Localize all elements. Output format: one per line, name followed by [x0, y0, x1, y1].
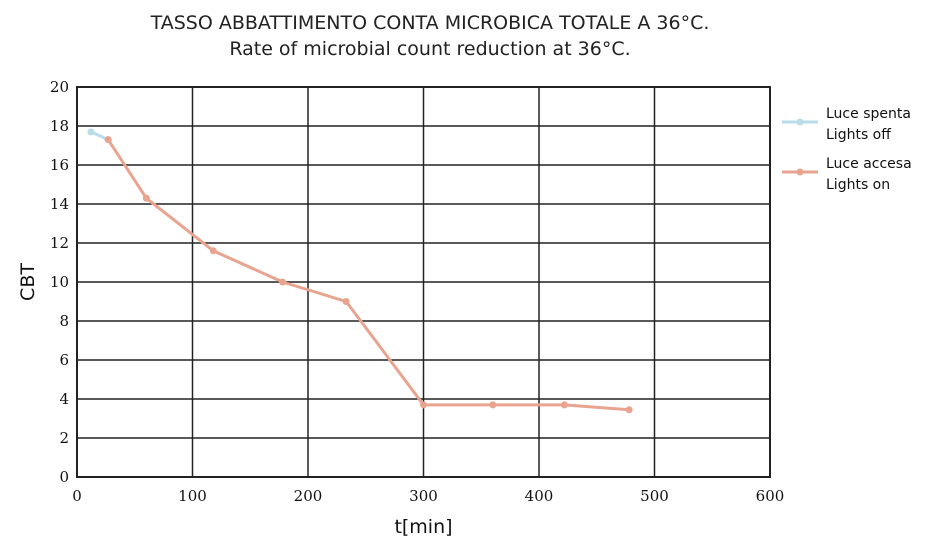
y-axis-label: CBT [17, 263, 39, 301]
data-point [209, 247, 217, 255]
plot-frame [76, 86, 771, 478]
series-line-1 [106, 138, 630, 412]
series-layer [87, 128, 633, 414]
legend-label-en: Lights on [826, 177, 890, 193]
x-tick-labels: 0 100 200 300 400 500 600 [72, 487, 784, 505]
y-tick-label: 10 [50, 273, 69, 291]
y-tick-label: 8 [59, 312, 69, 330]
x-tick-label: 500 [640, 487, 669, 505]
chart-subtitle: Rate of microbial count reduction at 36°… [229, 38, 631, 60]
y-tick-label: 12 [50, 234, 69, 252]
legend-label: Luce accesa [826, 156, 912, 172]
x-tick-label: 200 [294, 487, 323, 505]
x-tick-label: 300 [409, 487, 438, 505]
data-point [560, 401, 568, 409]
y-tick-label: 2 [59, 429, 69, 447]
data-point [489, 401, 497, 409]
x-tick-label: 100 [178, 487, 207, 505]
chart-title: TASSO ABBATTIMENTO CONTA MICROBICA TOTAL… [150, 12, 710, 34]
x-tick-label: 400 [525, 487, 554, 505]
legend-swatch-marker [796, 118, 804, 126]
data-point [279, 278, 287, 286]
y-tick-label: 0 [59, 468, 69, 486]
legend-label-en: Lights off [826, 127, 891, 143]
x-tick-label: 0 [72, 487, 82, 505]
legend-swatch-marker [796, 168, 804, 176]
y-tick-label: 16 [50, 156, 69, 174]
data-point [142, 194, 150, 202]
y-tick-label: 18 [50, 117, 69, 135]
y-tick-labels: 0 2 4 6 8 10 12 14 16 18 20 [50, 78, 69, 486]
data-point [342, 298, 350, 305]
y-tick-label: 14 [50, 195, 69, 213]
data-point [625, 406, 633, 414]
grid [76, 86, 771, 478]
data-point [87, 128, 95, 136]
x-axis-label: t[min] [394, 516, 452, 538]
legend-label: Luce spenta [826, 106, 911, 122]
legend: Luce spenta Lights off Luce accesa Lights o… [782, 106, 912, 193]
y-tick-label: 6 [59, 351, 69, 369]
data-point [104, 136, 112, 144]
data-point [420, 401, 427, 409]
y-tick-label: 4 [59, 390, 69, 408]
y-tick-label: 20 [50, 78, 69, 96]
x-tick-label: 600 [756, 487, 785, 505]
